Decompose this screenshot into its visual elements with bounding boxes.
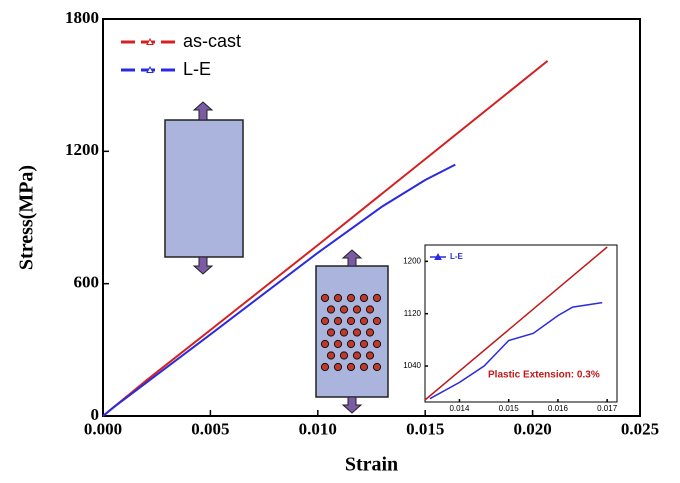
precipitate: [346, 316, 356, 326]
precipitate: [320, 339, 330, 349]
x-tick-label: 0.020: [513, 419, 551, 438]
y-tick-label: 600: [74, 273, 100, 292]
y-tick-label: 1120: [404, 309, 422, 318]
x-tick-label: 0.017: [597, 404, 618, 413]
precipitate: [333, 362, 343, 372]
precipitate: [372, 362, 382, 372]
inset-frame: [424, 244, 618, 403]
precipitate: [339, 328, 349, 337]
legend-label: as-cast: [183, 31, 241, 51]
precipitate: [333, 339, 343, 349]
legend-label: L-E: [450, 252, 464, 261]
diagram-as-cast: [164, 101, 244, 275]
y-tick-label: 1200: [65, 140, 99, 159]
y-tick-label: 1040: [403, 361, 421, 370]
x-tick-label: 0.016: [548, 404, 569, 413]
series-line: [424, 246, 608, 401]
specimen: [164, 119, 244, 258]
legend-marker: [146, 37, 154, 45]
precipitate: [320, 316, 330, 326]
precipitate: [339, 305, 349, 314]
y-axis-label: Stress(MPa): [16, 165, 38, 270]
precipitate: [326, 305, 336, 314]
x-tick-label: 0.015: [499, 404, 520, 413]
precipitate: [352, 351, 362, 360]
x-tick-label: 0.014: [449, 404, 470, 413]
arrow: [341, 396, 363, 414]
specimen: [315, 265, 389, 398]
legend-marker: [146, 65, 154, 73]
precipitate: [326, 351, 336, 360]
precipitate: [365, 351, 375, 360]
precipitate: [365, 305, 375, 314]
series-line: [429, 301, 603, 400]
arrow: [341, 249, 363, 267]
precipitate: [372, 339, 382, 349]
x-tick-label: 0.025: [621, 419, 659, 438]
annotation: Plastic Extension: 0.3%: [488, 370, 600, 381]
y-tick-label: 1200: [403, 256, 421, 265]
precipitate: [365, 328, 375, 337]
x-tick-label: 0.010: [299, 419, 337, 438]
legend-label: L-E: [183, 59, 211, 79]
plot-frame: [102, 18, 641, 417]
x-tick-label: 0.005: [191, 419, 229, 438]
precipitate: [346, 362, 356, 372]
x-tick-label: 0.000: [84, 419, 122, 438]
precipitate: [372, 293, 382, 303]
precipitate: [372, 316, 382, 326]
precipitate: [352, 328, 362, 337]
x-axis-label: Strain: [345, 454, 398, 476]
precipitate: [359, 339, 369, 349]
arrow: [192, 256, 214, 275]
precipitate: [359, 316, 369, 326]
precipitate: [346, 339, 356, 349]
precipitate: [352, 305, 362, 314]
arrow: [192, 101, 214, 121]
precipitate: [333, 316, 343, 326]
precipitate: [326, 328, 336, 337]
precipitate: [339, 351, 349, 360]
y-tick-label: 1800: [65, 8, 99, 27]
precipitate: [333, 293, 343, 303]
x-tick-label: 0.015: [406, 419, 444, 438]
precipitate: [320, 293, 330, 303]
legend-marker: [434, 252, 442, 260]
precipitate: [346, 293, 356, 303]
y-tick-label: 0: [91, 405, 100, 424]
precipitate: [359, 293, 369, 303]
precipitate: [359, 362, 369, 372]
precipitate: [320, 362, 330, 372]
diagram-le: [315, 249, 389, 414]
series-line: [102, 163, 456, 417]
